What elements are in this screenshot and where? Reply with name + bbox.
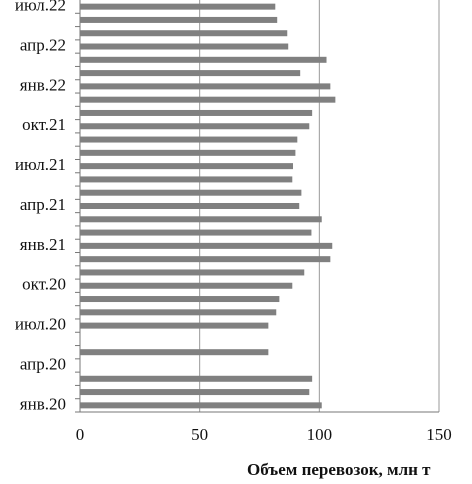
bar [80, 309, 277, 316]
x-tick-label: 100 [307, 425, 333, 444]
bar [80, 96, 336, 103]
x-tick-label: 0 [76, 425, 85, 444]
bar [80, 402, 322, 409]
bar [80, 30, 288, 37]
y-tick-label: апр.21 [20, 195, 66, 214]
bar [80, 123, 310, 130]
bar [80, 163, 294, 170]
bar [80, 349, 269, 356]
bar [80, 322, 269, 329]
bar [80, 375, 313, 382]
x-tick-label: 150 [426, 425, 452, 444]
bar [80, 389, 310, 396]
y-tick-label: июл.22 [15, 0, 66, 15]
bar [80, 16, 278, 23]
bar [80, 83, 331, 90]
bar [80, 269, 305, 276]
bar [80, 3, 276, 10]
bar [80, 149, 296, 156]
bar [80, 176, 293, 183]
bar [80, 216, 322, 223]
x-axis-title: Объем перевозок, млн т [247, 460, 431, 479]
bar [80, 43, 289, 50]
bar [80, 203, 300, 209]
y-tick-label: апр.20 [20, 354, 66, 373]
bar [80, 56, 327, 63]
bar [80, 109, 313, 116]
y-tick-label: янв.22 [20, 75, 66, 94]
bar [80, 242, 333, 249]
x-tick-label: 50 [191, 425, 208, 444]
y-tick-label: окт.21 [22, 115, 66, 134]
y-tick-label: окт.20 [22, 275, 66, 294]
bar [80, 70, 301, 77]
bar [80, 296, 280, 303]
bar [80, 282, 293, 289]
bar [80, 189, 302, 196]
bar [80, 229, 312, 236]
bar [80, 256, 331, 263]
y-tick-label: янв.21 [20, 235, 66, 254]
y-tick-label: июл.20 [15, 315, 66, 334]
y-tick-label: янв.20 [20, 394, 66, 413]
y-tick-label: июл.21 [15, 155, 66, 174]
bar [80, 136, 298, 143]
y-tick-label: апр.22 [20, 35, 66, 54]
